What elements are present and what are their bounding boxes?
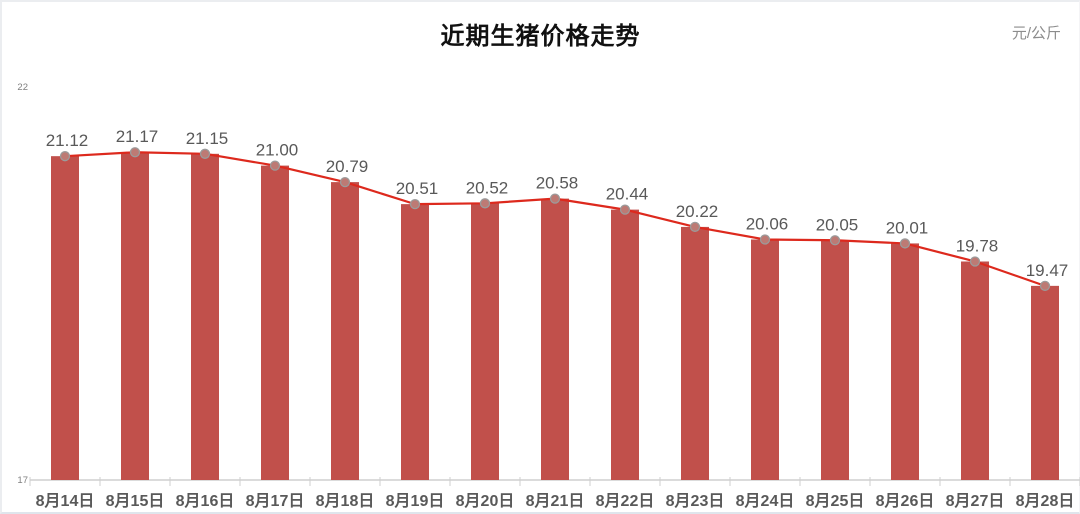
price-marker (199, 148, 211, 159)
price-marker (59, 151, 71, 162)
price-bar (331, 182, 359, 480)
price-data-label: 21.17 (116, 127, 159, 146)
x-axis-category-label: 8月21日 (526, 492, 585, 510)
price-data-label: 20.79 (326, 157, 369, 176)
price-data-label: 20.05 (816, 215, 859, 234)
price-bar (891, 243, 919, 480)
price-bar (401, 204, 429, 480)
unit-label: 元/公斤 (1011, 25, 1061, 42)
x-axis-category-label: 8月22日 (596, 492, 655, 510)
price-data-label: 20.01 (886, 218, 929, 237)
x-axis-category-label: 8月14日 (36, 492, 95, 510)
price-bar (1031, 285, 1059, 480)
price-data-label: 19.47 (1026, 261, 1069, 280)
price-bar (961, 261, 989, 480)
price-data-label: 19.78 (956, 236, 999, 255)
price-bar (821, 240, 849, 480)
price-marker (689, 221, 701, 233)
x-axis-category-label: 8月20日 (456, 492, 515, 510)
price-bar (541, 198, 569, 480)
price-marker (759, 234, 771, 245)
price-marker (129, 147, 141, 158)
price-data-label: 20.44 (606, 185, 649, 204)
x-axis-category-label: 8月24日 (736, 492, 795, 510)
x-axis-category-label: 8月16日 (176, 492, 235, 510)
price-marker (269, 160, 281, 171)
price-marker (619, 204, 631, 215)
price-data-label: 21.00 (256, 141, 299, 160)
price-marker (1039, 280, 1051, 292)
price-bar (751, 239, 779, 480)
price-bar (191, 153, 219, 480)
price-marker (339, 176, 351, 188)
price-marker (549, 193, 561, 204)
x-axis-category-label: 8月19日 (386, 492, 445, 510)
y-axis-tick-label: 22 (17, 82, 28, 93)
x-axis-category-label: 8月27日 (946, 492, 1005, 510)
x-axis-category-label: 8月18日 (316, 492, 375, 510)
price-data-label: 20.22 (676, 202, 719, 221)
price-marker (969, 256, 981, 267)
x-axis-category-label: 8月26日 (876, 492, 935, 510)
chart-title: 近期生猪价格走势 (440, 24, 641, 50)
x-axis-category-label: 8月28日 (1016, 492, 1075, 510)
x-axis-category-label: 8月17日 (246, 492, 305, 510)
price-marker (829, 235, 841, 246)
price-marker (899, 238, 911, 249)
price-data-label: 21.15 (186, 129, 229, 148)
price-marker (409, 198, 421, 210)
price-bar (611, 209, 639, 480)
x-axis-category-label: 8月25日 (806, 492, 865, 510)
x-axis-category-label: 8月23日 (666, 492, 725, 510)
price-bar (471, 203, 499, 480)
price-data-label: 20.52 (466, 178, 509, 197)
x-axis-category-label: 8月15日 (106, 492, 165, 510)
price-bar (681, 226, 709, 480)
price-data-label: 21.12 (46, 131, 89, 150)
price-data-label: 20.51 (396, 179, 439, 198)
y-axis-tick-label: 17 (17, 475, 28, 486)
price-bar (51, 156, 79, 480)
price-bar (261, 165, 289, 480)
price-bar (121, 152, 149, 480)
price-data-label: 20.06 (746, 214, 789, 233)
price-data-label: 20.58 (536, 174, 579, 193)
price-marker (479, 198, 491, 209)
